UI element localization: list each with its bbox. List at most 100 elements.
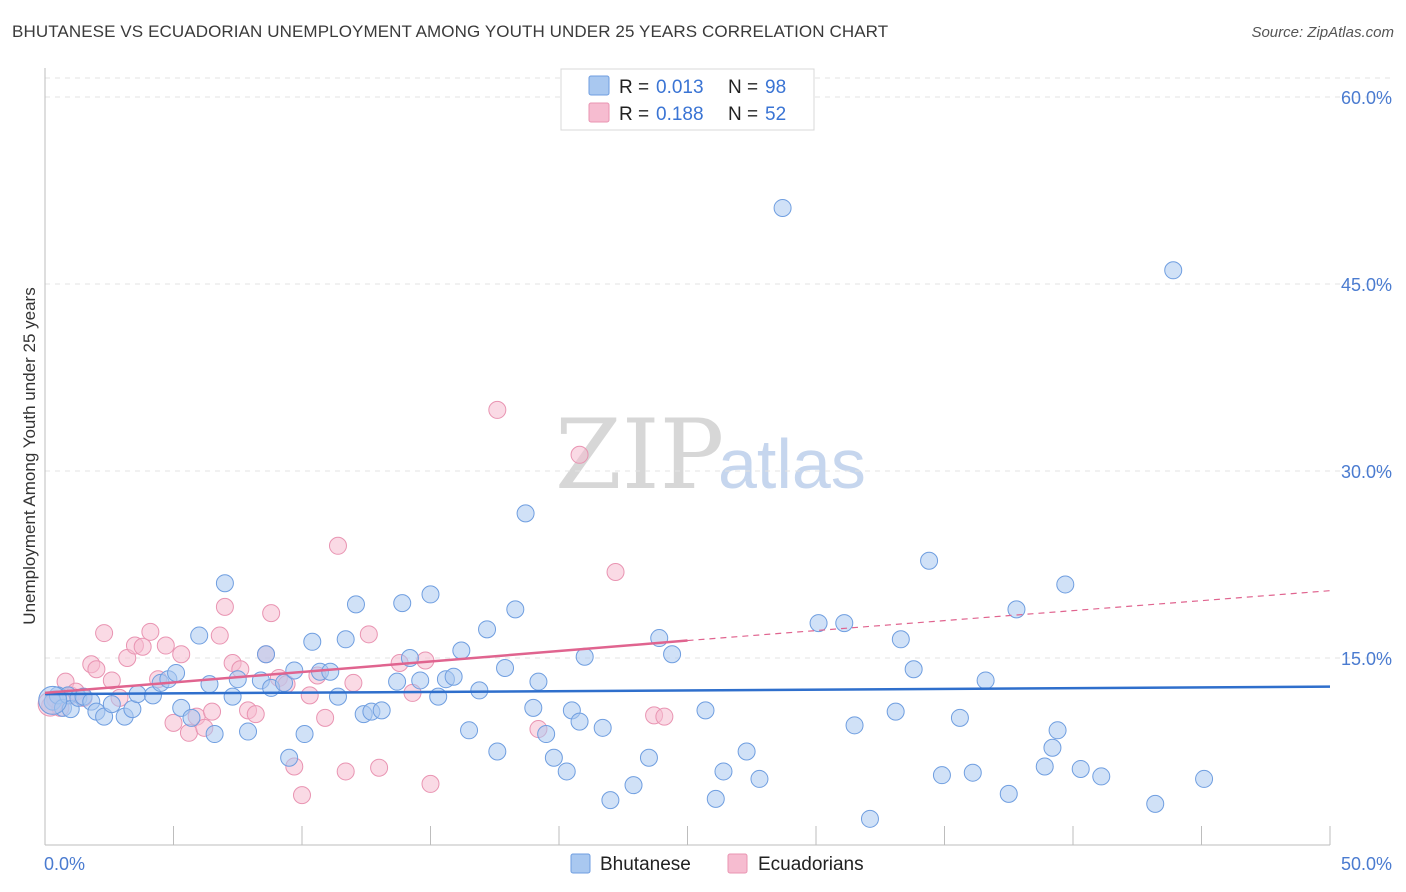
ecuadorians-point — [359, 625, 378, 644]
bhutanese-point — [932, 766, 951, 785]
ecuadorians-point — [316, 708, 335, 727]
bhutanese-point — [228, 670, 247, 689]
bhutanese-point — [860, 809, 879, 828]
ecuadorians-point — [102, 671, 121, 690]
bhutanese-point — [537, 725, 556, 744]
bhutanese-point — [285, 661, 304, 680]
bhutanese-point — [303, 632, 322, 651]
bhutanese-point — [215, 574, 234, 593]
y-tick-label: 15.0% — [1341, 649, 1392, 669]
legend-r-label-2: R = — [619, 104, 649, 125]
bhutanese-point — [544, 748, 563, 767]
ecuadorians-point — [246, 705, 265, 724]
legend-n-label-2: N = — [728, 104, 758, 125]
bhutanese-point — [1056, 575, 1075, 594]
bottom-swatch-bhutanese — [570, 853, 591, 874]
bhutanese-point — [496, 658, 515, 677]
y-tick-labels: 15.0% 30.0% 45.0% 60.0% — [1341, 88, 1392, 669]
y-tick-label: 30.0% — [1341, 462, 1392, 482]
ecuadorians-point — [488, 400, 507, 419]
bhutanese-point — [570, 712, 589, 731]
bhutanese-point — [891, 630, 910, 649]
series-legend: Bhutanese Ecuadorians — [570, 853, 864, 875]
bhutanese-point — [321, 662, 340, 681]
bhutanese-point — [239, 722, 258, 741]
bhutanese-point — [295, 725, 314, 744]
y-tick-label: 60.0% — [1341, 88, 1392, 108]
x-tick-label: 0.0% — [44, 854, 85, 874]
bhutanese-trend-line — [44, 685, 1331, 696]
bhutanese-point — [950, 708, 969, 727]
ecuadorians-point — [172, 645, 191, 664]
bhutanese-point — [223, 687, 242, 706]
bhutanese-point — [920, 551, 939, 570]
ecuadorians-point — [210, 626, 229, 645]
bhutanese-point — [167, 663, 186, 682]
bottom-legend-bhutanese: Bhutanese — [600, 854, 691, 875]
bottom-swatch-ecuadorians — [727, 853, 748, 874]
bhutanese-point — [372, 701, 391, 720]
bhutanese-point — [639, 748, 658, 767]
bhutanese-point — [524, 698, 543, 717]
bhutanese-point — [601, 791, 620, 810]
bhutanese-point — [421, 585, 440, 604]
ecuadorians-point — [133, 637, 152, 656]
bhutanese-point — [835, 614, 854, 633]
ecuadorians-point — [344, 673, 363, 692]
bhutanese-point — [575, 647, 594, 666]
y-tick-label: 45.0% — [1341, 275, 1392, 295]
ecuadorians-point — [156, 636, 175, 655]
ecuadorians-point — [300, 686, 319, 705]
bhutanese-point — [280, 748, 299, 767]
bhutanese-point — [1071, 759, 1090, 778]
bhutanese-point — [1007, 600, 1026, 619]
bhutanese-point — [123, 700, 142, 719]
bhutanese-point — [205, 725, 224, 744]
bhutanese-point — [714, 762, 733, 781]
ecuadorians-point — [87, 660, 106, 679]
chart-title: BHUTANESE VS ECUADORIAN UNEMPLOYMENT AMO… — [12, 22, 889, 41]
ecuadorians-point — [606, 562, 625, 581]
bhutanese-point — [411, 671, 430, 690]
bhutanese-point — [478, 620, 497, 639]
legend-r-label-1: R = — [619, 77, 649, 98]
legend-swatch-ecuadorians — [588, 102, 610, 123]
bhutanese-point — [346, 595, 365, 614]
x-tick-labels: 0.0% 50.0% — [44, 854, 1392, 874]
bhutanese-point — [444, 667, 463, 686]
legend-n-value-2: 52 — [765, 104, 786, 125]
legend-n-value-1: 98 — [765, 77, 786, 98]
ecuadorians-trend-extension — [687, 590, 1331, 642]
ecuadorians-point — [570, 445, 589, 464]
bhutanese-point — [190, 626, 209, 645]
bhutanese-point — [1092, 767, 1111, 786]
bhutanese-point — [488, 742, 507, 761]
bhutanese-point — [663, 645, 682, 664]
bhutanese-point — [773, 198, 792, 217]
legend-r-value-1: 0.013 — [656, 77, 704, 98]
bhutanese-point — [845, 716, 864, 735]
bhutanese-point — [1035, 757, 1054, 776]
bhutanese-point — [1048, 721, 1067, 740]
bhutanese-point — [506, 600, 525, 619]
correlation-legend: R = 0.013 N = 98 R = 0.188 N = 52 — [560, 68, 815, 131]
bhutanese-point — [624, 776, 643, 795]
trend-lines — [44, 590, 1331, 696]
bhutanese-point — [963, 763, 982, 782]
bhutanese-point — [1146, 794, 1165, 813]
ecuadorians-point — [141, 622, 160, 641]
legend-r-value-2: 0.188 — [656, 104, 704, 125]
ecuadorians-point — [328, 536, 347, 555]
bhutanese-point — [1195, 769, 1214, 788]
ecuadorians-point — [336, 762, 355, 781]
bhutanese-point — [696, 701, 715, 720]
bhutanese-point — [976, 671, 995, 690]
bhutanese-point — [750, 769, 769, 788]
bhutanese-point — [904, 660, 923, 679]
bhutanese-point — [328, 687, 347, 706]
bhutanese-point — [182, 708, 201, 727]
bhutanese-point — [706, 789, 725, 808]
legend-swatch-bhutanese — [588, 75, 610, 96]
bhutanese-point — [516, 504, 535, 523]
